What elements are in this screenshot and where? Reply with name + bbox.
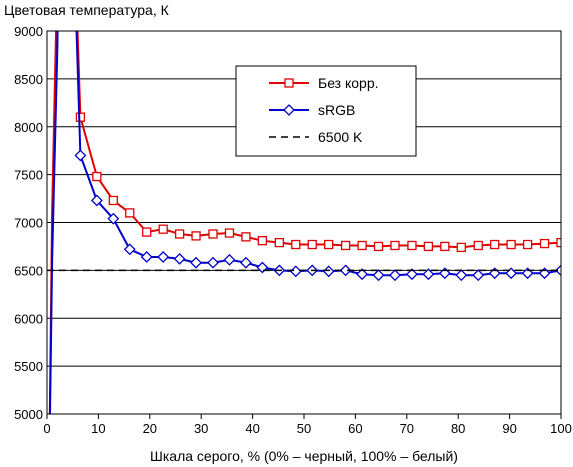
data-point <box>473 240 483 251</box>
chart-title: Цветовая температура, К <box>4 2 170 18</box>
data-point <box>283 104 295 116</box>
y-tick-label: 7000 <box>14 216 43 231</box>
data-point <box>274 237 284 248</box>
y-tick-label: 6000 <box>14 311 43 326</box>
data-point <box>506 239 516 250</box>
plot-border <box>46 30 562 415</box>
data-point <box>522 239 533 250</box>
y-tick-label: 8500 <box>14 72 43 87</box>
x-tick-label: 50 <box>297 421 311 436</box>
x-tick-label: 40 <box>245 421 259 436</box>
y-axis: 5000 5500 6000 6500 7000 7500 8000 8500 9000 <box>14 24 43 422</box>
data-point <box>291 239 301 250</box>
data-point <box>223 253 236 266</box>
data-point <box>440 241 450 252</box>
legend-label: Без корр. <box>318 75 379 91</box>
x-tick-label: 80 <box>451 421 465 436</box>
data-point <box>208 229 218 239</box>
data-point <box>90 194 103 207</box>
data-point <box>191 231 201 241</box>
data-point <box>455 269 468 282</box>
x-tick-label: 70 <box>400 421 414 436</box>
data-point <box>284 78 294 88</box>
y-tick-label: 5500 <box>14 359 43 374</box>
series-group <box>47 31 561 414</box>
data-point <box>207 256 219 269</box>
y-tick-label: 9000 <box>14 24 43 39</box>
x-tick-label: 90 <box>502 421 516 436</box>
data-point <box>158 224 168 234</box>
data-point <box>406 268 418 281</box>
data-point <box>389 269 401 282</box>
data-point <box>125 208 135 218</box>
x-tick-label: 100 <box>550 421 572 436</box>
series-0 <box>47 31 561 414</box>
legend-label: sRGB <box>318 102 355 118</box>
data-point <box>142 227 152 237</box>
data-point <box>372 269 385 282</box>
data-point <box>340 240 351 251</box>
x-tick-label: 0 <box>43 421 50 436</box>
data-point <box>239 256 252 269</box>
data-point <box>357 240 367 251</box>
data-point <box>422 268 435 281</box>
y-tick-label: 5000 <box>14 407 43 422</box>
data-point <box>174 229 185 239</box>
data-point <box>140 251 153 263</box>
data-point <box>555 264 561 277</box>
legend-box <box>235 65 417 157</box>
data-point <box>356 268 369 281</box>
data-point <box>456 242 466 253</box>
legend-label: 6500 K <box>318 129 363 145</box>
data-point <box>539 238 550 249</box>
data-point <box>556 237 561 248</box>
data-point <box>74 149 87 162</box>
y-tick-label: 6500 <box>14 263 43 278</box>
x-axis-label: Шкала серого, % (0% – черный, 100% – бел… <box>150 448 458 464</box>
y-tick-label: 8000 <box>14 120 43 135</box>
x-tick-label: 30 <box>194 421 208 436</box>
x-tick-label: 60 <box>348 421 362 436</box>
x-tick-label: 10 <box>91 421 105 436</box>
data-point <box>423 241 434 252</box>
legend: Без корр. sRGB 6500 K <box>235 65 417 157</box>
data-point <box>108 195 118 206</box>
x-tick-label: 20 <box>143 421 157 436</box>
data-point <box>257 236 268 246</box>
data-point <box>190 256 202 269</box>
data-point <box>75 112 86 122</box>
data-point <box>339 264 352 277</box>
y-tick-label: 7500 <box>14 168 43 183</box>
data-point <box>307 239 317 250</box>
data-point <box>241 232 251 242</box>
data-point <box>324 239 334 250</box>
data-point <box>390 240 400 251</box>
data-point <box>157 251 170 263</box>
data-point <box>107 212 120 225</box>
data-point <box>173 252 186 265</box>
data-point <box>224 228 235 238</box>
data-point <box>92 171 102 182</box>
data-point <box>407 240 417 251</box>
x-axis: 0 10 20 30 40 50 60 70 80 90 100 <box>43 414 572 436</box>
data-point <box>373 241 384 252</box>
data-point <box>472 269 485 282</box>
data-point <box>490 239 500 250</box>
data-point <box>123 243 136 256</box>
